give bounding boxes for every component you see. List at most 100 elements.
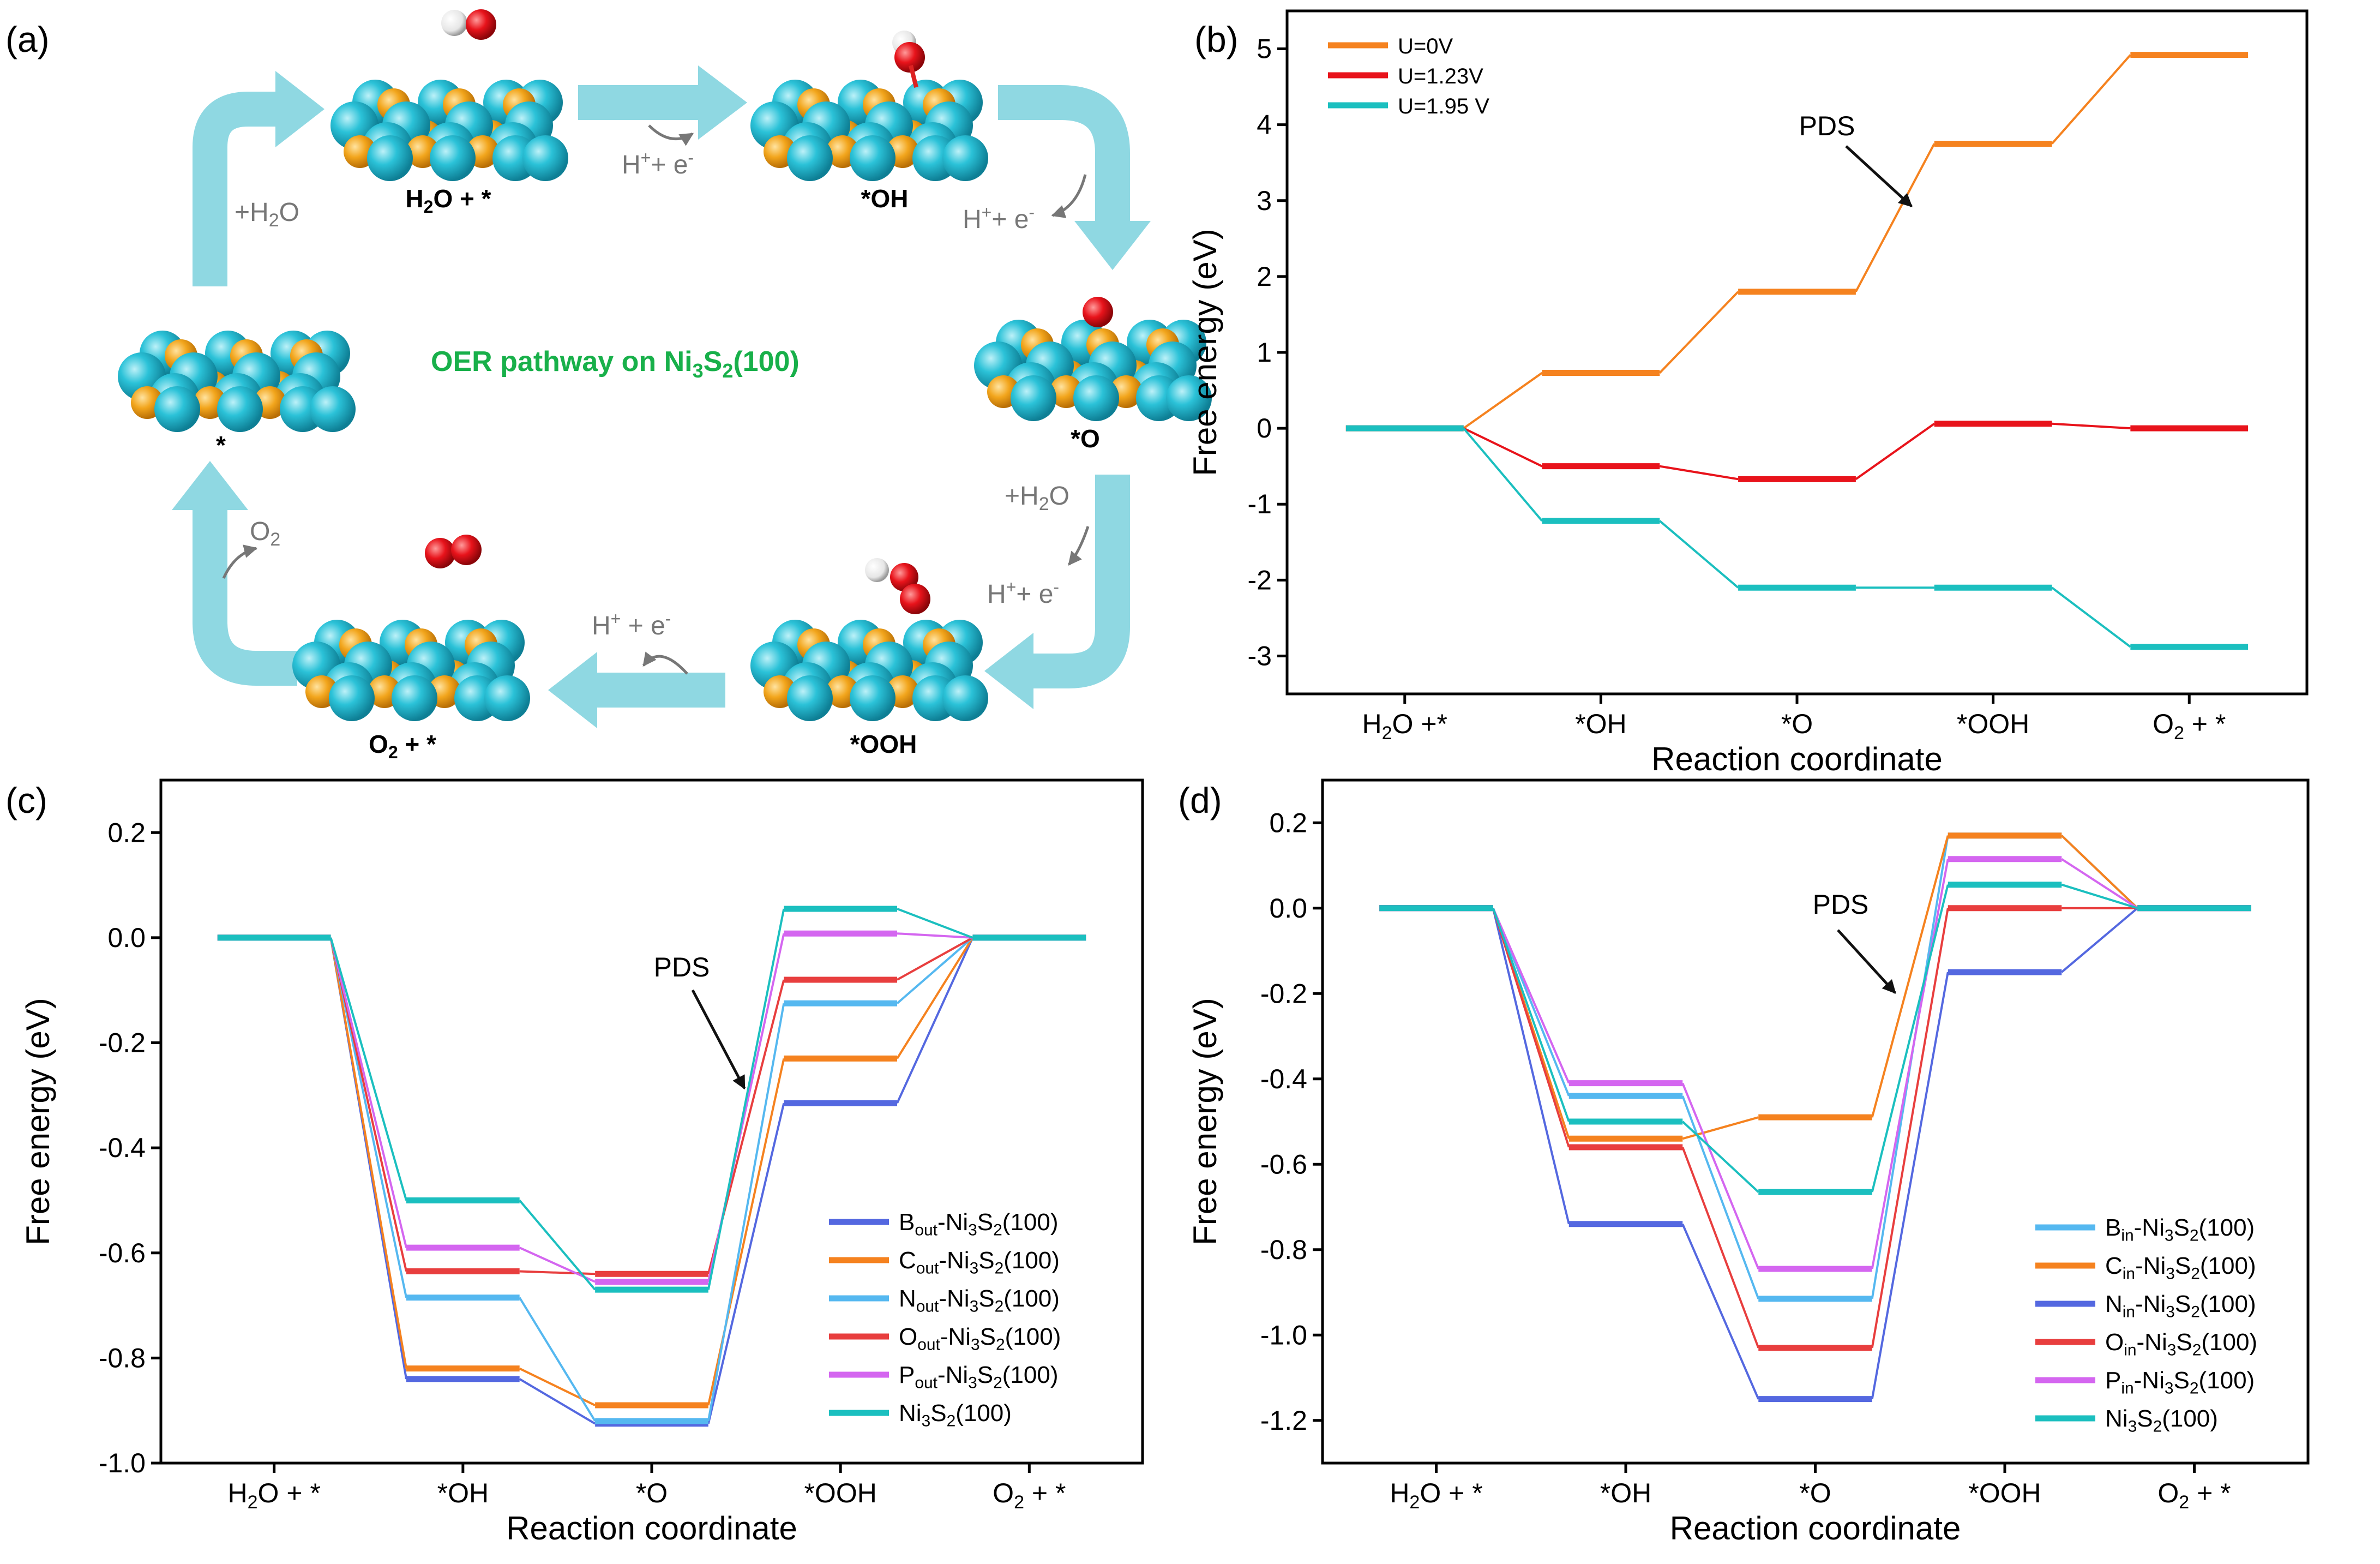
connector [1871, 908, 1949, 1349]
legend: Bin-Ni3S2(100) Cin-Ni3S2(100) Nin-Ni3S2(10… [2035, 1214, 2257, 1436]
legend-label: Bout-Ni3S2(100) [899, 1209, 1059, 1239]
connector [1463, 427, 1543, 468]
state-label-oh: *OH [861, 184, 909, 213]
atom-o-oh [894, 42, 925, 73]
plot-frame [1321, 778, 2310, 1465]
legend-label: Pout-Ni3S2(100) [899, 1362, 1059, 1392]
atom-ni [942, 675, 988, 721]
atom-ni [1073, 375, 1119, 421]
pds-arrow [1845, 145, 1913, 207]
panel-a-schematic: +H2O H++ e- H++ e- +H2O H++ e- H+ + e- O… [118, 9, 1212, 762]
y-tick-label: 5 [1257, 34, 1272, 64]
connector [1871, 859, 1949, 1269]
step-label-o2-release: O2 [250, 517, 280, 550]
slab-h2o [330, 80, 568, 181]
slab-bare [118, 331, 356, 432]
connector [896, 937, 973, 1004]
y-tick-label: 0 [1257, 413, 1272, 444]
cycle-arrowhead-1 [275, 71, 324, 147]
legend-label: Oout-Ni3S2(100) [899, 1323, 1061, 1354]
legend: U=0V U=1.23V U=1.95 V [1328, 34, 1489, 118]
legend-label: Cin-Ni3S2(100) [2105, 1253, 2256, 1283]
connector [1871, 884, 1949, 1193]
cycle-arrowhead-4 [984, 633, 1033, 709]
series-Pin-Ni3S2(100) [1379, 856, 2251, 1272]
series-Ni3S2(100) [217, 906, 1086, 1293]
connector [707, 908, 785, 1290]
pds-arrow [691, 989, 746, 1090]
connector [2051, 54, 2131, 145]
step-arrow-o2 [222, 544, 258, 579]
connector [2060, 835, 2138, 909]
atom-ni [430, 135, 476, 181]
connector [519, 1378, 596, 1425]
atom-o-h2o [466, 9, 496, 40]
connector [2052, 422, 2131, 430]
x-tick-label: *OH [1600, 1478, 1651, 1508]
y-tick-label: -0.4 [1260, 1064, 1307, 1094]
step-label-add-h2o-2: +H2O [1005, 482, 1069, 514]
cycle-arrow-bottom-left [193, 507, 297, 686]
atom-o-o [1083, 297, 1113, 327]
pds-annotation: PDS [654, 952, 710, 982]
legend-label: Nin-Ni3S2(100) [2105, 1291, 2256, 1321]
step-arrow-he-2 [1051, 174, 1087, 218]
connector [1681, 1095, 1760, 1299]
y-tick-label: -0.2 [99, 1028, 146, 1058]
atom-ni [787, 135, 833, 181]
connector [2051, 586, 2131, 648]
legend-label: Bin-Ni3S2(100) [2105, 1214, 2255, 1245]
y-tick-label: -1.0 [99, 1448, 146, 1478]
pds-annotation: PDS [1813, 889, 1869, 920]
atom-h-ooh [865, 558, 889, 582]
slab-oh [750, 80, 988, 181]
y-tick-label: -1 [1248, 489, 1272, 519]
panel-label-c: (c) [5, 780, 47, 820]
y-tick-label: 3 [1257, 185, 1272, 216]
atom-ni [787, 675, 833, 721]
y-axis-label: Free energy (eV) [1187, 998, 1223, 1245]
atom-ni [850, 675, 895, 721]
x-tick-label: O2 + * [2153, 709, 2226, 744]
connector [1681, 1120, 1759, 1193]
connector [1681, 1082, 1760, 1269]
x-tick-label: *O [1781, 709, 1813, 739]
legend-label: Ni3S2(100) [2105, 1405, 2218, 1436]
connector [519, 1270, 596, 1275]
x-tick-label: *O [1799, 1478, 1831, 1508]
connector [897, 932, 973, 939]
pds-arrow [1837, 929, 1896, 994]
connector [519, 1200, 596, 1291]
connector [707, 1102, 785, 1424]
x-tick-label: *OOH [1968, 1478, 2041, 1508]
panel-label-b: (b) [1194, 19, 1239, 59]
panel-a-title: OER pathway on Ni3S2(100) [431, 346, 800, 382]
y-tick-label: 0.0 [1269, 893, 1307, 924]
step-label-add-h2o-1: +H2O [235, 198, 299, 231]
atom-o1-o2 [425, 538, 455, 568]
legend-label: U=0V [1398, 34, 1453, 58]
atom-ni [329, 675, 375, 721]
legend-label: U=1.95 V [1398, 94, 1489, 118]
atom-ni [1166, 375, 1212, 421]
y-tick-label: 0.2 [1269, 807, 1307, 838]
cycle-arrowhead-6 [172, 461, 248, 510]
y-tick-label: 4 [1257, 110, 1272, 140]
slab-ooh [750, 620, 988, 721]
connector [1492, 908, 1570, 1148]
connector [707, 1003, 785, 1422]
y-tick-label: 2 [1257, 261, 1272, 292]
connector [1682, 1116, 1759, 1140]
legend-label: U=1.23V [1398, 64, 1483, 88]
state-label-h2o: H2O + * [405, 184, 491, 217]
connector [1658, 291, 1739, 374]
atom-ni [850, 135, 895, 181]
x-axis-label: Reaction coordinate [1651, 741, 1943, 777]
cycle-arrow-up-left [193, 92, 278, 286]
state-label-bare: * [216, 431, 226, 459]
atom-ni [1011, 375, 1056, 421]
step-arrow-he-1 [648, 124, 694, 146]
legend-label: Oin-Ni3S2(100) [2105, 1329, 2257, 1359]
x-tick-label: *OH [437, 1478, 489, 1508]
atom-ni [392, 675, 437, 721]
